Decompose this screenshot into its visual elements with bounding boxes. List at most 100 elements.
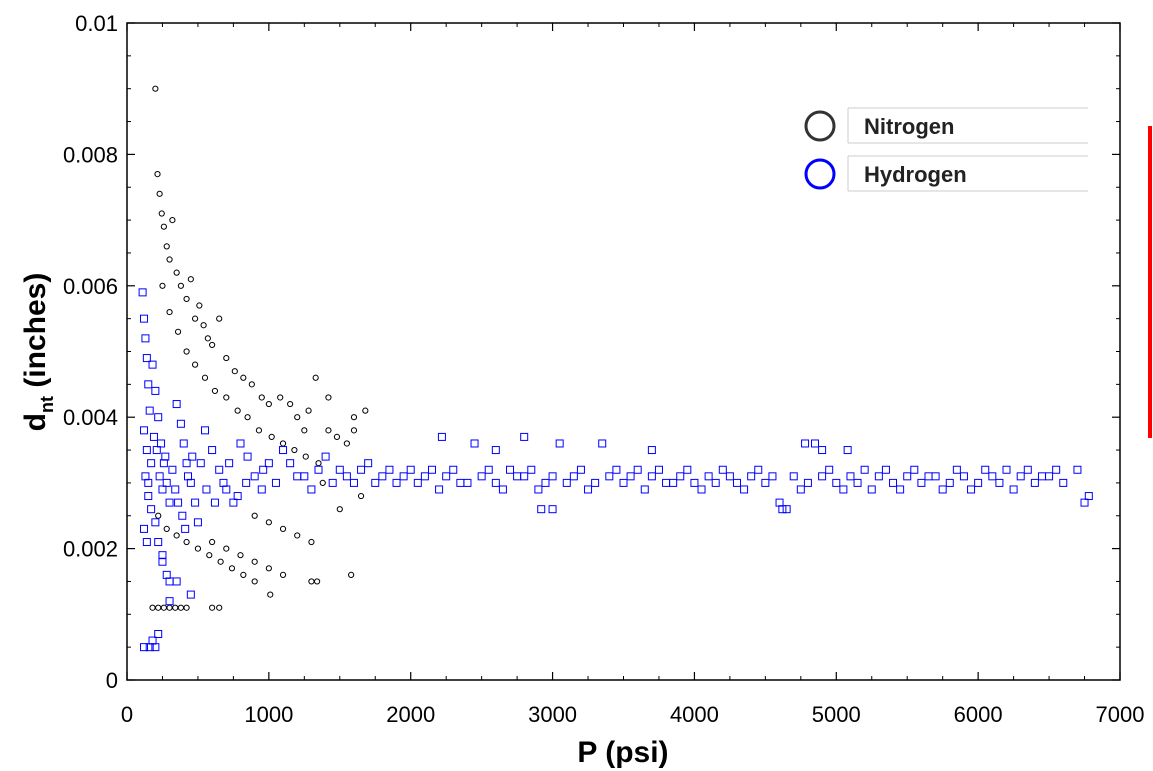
- nitrogen-point: [294, 414, 301, 421]
- nitrogen-point: [255, 427, 263, 434]
- nitrogen-point: [191, 315, 199, 322]
- nitrogen-point: [206, 552, 213, 559]
- nitrogen-point: [209, 604, 216, 611]
- hydrogen-point: [548, 505, 557, 514]
- hydrogen-point: [154, 413, 163, 422]
- hydrogen-point: [1030, 478, 1039, 487]
- hydrogen-point: [328, 478, 337, 487]
- nitrogen-point: [325, 394, 332, 401]
- hydrogen-point: [201, 426, 210, 435]
- nitrogen-point: [265, 519, 272, 526]
- hydrogen-point: [210, 498, 219, 507]
- hydrogen-point: [889, 478, 898, 487]
- hydrogen-point: [342, 472, 351, 481]
- nitrogen-point: [194, 545, 202, 552]
- hydrogen-point: [654, 465, 663, 474]
- nitrogen-point: [166, 256, 173, 263]
- nitrogen-point: [200, 322, 207, 329]
- hydrogen-point: [364, 459, 373, 468]
- nitrogen-point: [217, 558, 224, 565]
- hydrogen-point: [612, 465, 621, 474]
- hydrogen-point: [442, 472, 451, 481]
- hydrogen-point: [202, 485, 211, 494]
- hydrogen-point: [1009, 485, 1018, 494]
- x-tick-label: 4000: [670, 702, 719, 727]
- hydrogen-point: [142, 538, 151, 547]
- hydrogen-point: [162, 478, 171, 487]
- hydrogen-point: [225, 459, 234, 468]
- hydrogen-point: [158, 551, 167, 560]
- hydrogen-point: [174, 498, 183, 507]
- x-axis-ticks: 0 1000 2000 3000 4000 5000 6000 7000: [121, 23, 1145, 727]
- hydrogen-point: [236, 439, 245, 448]
- hydrogen-point: [704, 472, 713, 481]
- hydrogen-point: [154, 630, 163, 639]
- hydrogen-point: [144, 492, 153, 501]
- y-axis-title-rest: (inches): [19, 273, 52, 396]
- hydrogen-point: [147, 459, 156, 468]
- hydrogen-point: [165, 498, 174, 507]
- hydrogen-point: [188, 452, 197, 461]
- hydrogen-point: [527, 465, 536, 474]
- nitrogen-point: [163, 243, 170, 250]
- legend-hydrogen-marker: [804, 158, 836, 190]
- hydrogen-point: [1084, 492, 1093, 501]
- nitrogen-point: [357, 492, 365, 500]
- hydrogen-point: [179, 439, 188, 448]
- hydrogen-point: [924, 472, 933, 481]
- hydrogen-point: [151, 518, 160, 527]
- nitrogen-point: [319, 479, 326, 486]
- hydrogen-point: [413, 478, 422, 487]
- x-tick-label: 3000: [528, 702, 577, 727]
- nitrogen-point: [173, 269, 180, 276]
- y-tick-label: 0: [106, 668, 118, 693]
- nitrogen-series: [149, 85, 369, 611]
- hydrogen-point: [1080, 498, 1089, 507]
- x-tick-label: 2000: [386, 702, 435, 727]
- hydrogen-point: [778, 505, 787, 514]
- nitrogen-point: [336, 506, 343, 513]
- hydrogen-point: [152, 446, 161, 455]
- legend-hydrogen-label: Hydrogen: [864, 162, 967, 187]
- hydrogen-point: [456, 478, 465, 487]
- hydrogen-point: [1037, 472, 1046, 481]
- nitrogen-point: [301, 427, 308, 434]
- hydrogen-point: [271, 478, 280, 487]
- nitrogen-point: [240, 374, 247, 381]
- hydrogen-point: [186, 590, 195, 599]
- y-tick-label: 0.004: [63, 405, 118, 430]
- nitrogen-point: [177, 282, 185, 289]
- x-axis-title: P (psi): [577, 736, 668, 769]
- hydrogen-point: [910, 465, 919, 474]
- nitrogen-point: [237, 552, 244, 559]
- nitrogen-point: [174, 328, 182, 335]
- hydrogen-point: [860, 465, 869, 474]
- hydrogen-point: [562, 478, 571, 487]
- hydrogen-point: [142, 354, 151, 363]
- hydrogen-point: [1016, 472, 1025, 481]
- hydrogen-series: [138, 288, 1093, 652]
- hydrogen-point: [537, 505, 546, 514]
- nitrogen-point: [302, 453, 309, 460]
- hydrogen-point: [449, 465, 458, 474]
- nitrogen-point: [223, 354, 230, 362]
- hydrogen-point: [789, 472, 798, 481]
- nitrogen-point: [160, 223, 167, 230]
- nitrogen-point: [268, 433, 275, 441]
- hydrogen-point: [140, 524, 149, 533]
- nitrogen-point: [209, 538, 216, 546]
- nitrogen-point: [183, 295, 190, 303]
- nitrogen-point: [350, 414, 358, 421]
- hydrogen-point: [314, 465, 323, 474]
- hydrogen-point: [181, 524, 190, 533]
- hydrogen-point: [683, 465, 692, 474]
- y-axis-ticks: 0 0.002 0.004 0.006 0.008 0.01: [63, 11, 1120, 693]
- hydrogen-point: [818, 472, 827, 481]
- hydrogen-point: [477, 472, 486, 481]
- hydrogen-point: [619, 478, 628, 487]
- hydrogen-point: [145, 406, 154, 415]
- x-tick-label: 7000: [1096, 702, 1145, 727]
- hydrogen-point: [881, 465, 890, 474]
- hydrogen-point: [151, 386, 160, 395]
